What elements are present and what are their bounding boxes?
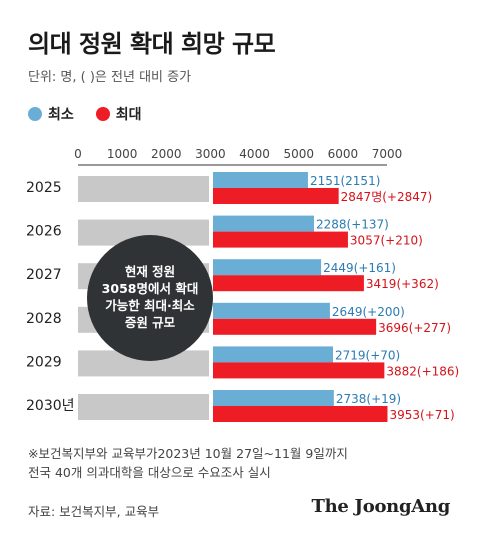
- annotation-circle: [87, 235, 213, 361]
- bar-min: [212, 215, 314, 232]
- y-category-label: 2027: [26, 267, 62, 283]
- data-label-max: 3419(+362): [366, 277, 439, 291]
- x-tick-label: 7000: [372, 147, 403, 161]
- x-tick-label: 5000: [283, 147, 314, 161]
- bar-max: [212, 362, 385, 379]
- data-label-max: 3882(+186): [386, 364, 459, 378]
- data-label-min: 2151(2151): [310, 174, 380, 188]
- legend-swatch-min: [28, 107, 42, 121]
- data-label-min: 2719(+70): [335, 348, 400, 362]
- y-category-label: 2029: [26, 354, 62, 370]
- footnote: ※보건복지부와 교육부가2023년 10월 27일~11월 9일까지 전국 40…: [28, 444, 348, 482]
- y-category-label: 2025: [26, 180, 62, 196]
- y-category-label: 2026: [26, 224, 62, 240]
- data-label-min: 2649(+200): [332, 305, 405, 319]
- footnote-line-1: ※보건복지부와 교육부가2023년 10월 27일~11월 9일까지: [28, 446, 348, 461]
- x-tick-label: 2000: [151, 147, 182, 161]
- y-category-label: 2030년: [26, 398, 75, 414]
- x-tick-label: 4000: [239, 147, 270, 161]
- legend-label-max: 최대: [115, 107, 142, 123]
- chart-subtitle: 단위: 명, ( )은 전년 대비 증가: [28, 70, 192, 85]
- bar-min: [212, 390, 334, 406]
- bar-min: [212, 302, 330, 319]
- annotation-text: 증원 규모: [125, 315, 176, 330]
- data-label-max: 2847명(+2847): [341, 190, 433, 204]
- annotation-text: 가능한 최대·최소: [105, 298, 195, 313]
- baseline-bar: [78, 176, 209, 202]
- data-label-max: 3696(+277): [378, 321, 451, 335]
- bar-max: [212, 318, 377, 335]
- bar-max: [212, 231, 348, 248]
- annotation-text: 현재 정원: [125, 264, 175, 279]
- bar-max: [212, 275, 364, 292]
- x-tick-label: 3000: [195, 147, 226, 161]
- legend-label-min: 최소: [48, 107, 74, 123]
- source-text: 자료: 보건복지부, 교육부: [28, 504, 160, 519]
- x-tick-label: 1000: [107, 147, 138, 161]
- x-tick-label: 0: [74, 147, 82, 161]
- bar-min: [212, 346, 334, 363]
- y-category-label: 2028: [26, 311, 62, 327]
- data-label-min: 2449(+161): [323, 261, 396, 275]
- bar-min: [212, 172, 308, 188]
- footnote-line-2: 전국 40개 의과대학을 대상으로 수요조사 실시: [28, 465, 271, 480]
- data-label-max: 3953(+71): [389, 408, 454, 422]
- legend-item-min: 최소: [28, 104, 74, 124]
- bar-min: [212, 259, 322, 276]
- data-label-min: 2738(+19): [336, 392, 401, 406]
- bar-chart: 0 1000 2000 3000 4000 5000 6000 7000 2025 2151(21…: [26, 147, 459, 422]
- bar-max: [212, 406, 388, 422]
- chart-title: 의대 정원 확대 희망 규모: [28, 30, 276, 58]
- legend-swatch-max: [95, 107, 110, 121]
- x-tick-label: 6000: [328, 147, 359, 161]
- bar-max: [212, 188, 339, 204]
- brand-logo: The JoongAng: [311, 496, 451, 517]
- legend: 최소 최대: [28, 104, 164, 124]
- data-label-min: 2288(+137): [316, 218, 389, 232]
- data-label-max: 3057(+210): [350, 234, 423, 248]
- baseline-bar: [78, 394, 209, 420]
- annotation-text: 3058명에서 확대: [102, 281, 199, 296]
- legend-item-max: 최대: [95, 104, 142, 124]
